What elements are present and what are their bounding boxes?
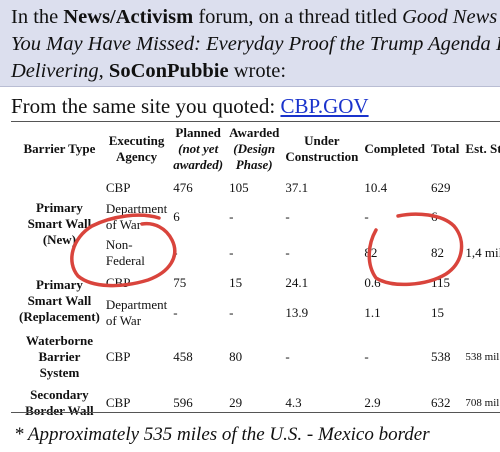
cell-est: 538 mil <box>465 350 500 363</box>
cell-under: - <box>285 245 290 260</box>
cell-est: 708 mil <box>465 396 500 409</box>
cell-awarded: - <box>229 305 234 320</box>
cell-under: - <box>285 209 290 224</box>
cell-est: 1,4 mil <box>465 245 500 260</box>
quote-text: forum, on a thread titled <box>193 6 403 28</box>
header-total: Total <box>431 140 460 156</box>
cell-planned: 476 <box>173 180 193 195</box>
cell-total: 538 <box>431 349 451 364</box>
table-top-rule <box>11 121 500 122</box>
cell-total: 629 <box>431 180 451 195</box>
cell-under: - <box>285 349 290 364</box>
cell-awarded: - <box>229 209 234 224</box>
cell-total: 15 <box>431 305 444 320</box>
cell-completed: 0.6 <box>364 275 381 290</box>
cell-planned: 75 <box>173 275 187 290</box>
cell-planned: - <box>173 305 178 320</box>
cell-under: 37.1 <box>285 180 309 195</box>
cell-planned: - <box>173 245 178 260</box>
cell-planned: 458 <box>173 349 193 364</box>
thread-title-part1[interactable]: Good News <box>402 6 498 28</box>
cell-agency: CBP <box>105 395 131 410</box>
header-planned: Planned (not yet awarded) <box>170 120 226 177</box>
cell-agency: Department of War <box>105 297 168 328</box>
cell-est <box>462 271 500 295</box>
cell-agency: CBP <box>105 180 131 195</box>
cell-completed: 2.9 <box>364 395 381 410</box>
quote-suffix: wrote: <box>228 60 287 82</box>
cell-agency: Non-Federal <box>105 237 145 268</box>
cell-est <box>462 199 500 235</box>
row-type: Waterborne Barrier System <box>25 333 93 380</box>
forum-name[interactable]: News/Activism <box>63 6 194 28</box>
header-barrier-type: Barrier Type <box>23 140 96 156</box>
cell-total: 115 <box>431 275 451 290</box>
source-text: From the same site you quoted: <box>11 94 281 118</box>
quote-header: In the News/Activism forum, on a thread … <box>0 0 500 87</box>
footnote: * Approximately 535 miles of the U.S. - … <box>14 424 430 445</box>
header-row: Barrier Type Executing Agency Planned (no… <box>16 120 500 177</box>
cell-under: 13.9 <box>285 305 309 320</box>
author-name[interactable]: SoConPubbie <box>108 60 229 82</box>
cell-completed: - <box>364 209 369 224</box>
awarded-label: Awarded <box>229 124 280 140</box>
cell-planned: 596 <box>173 395 193 410</box>
header-executing-agency: Executing Agency <box>108 132 165 164</box>
table-row: Primary Smart Wall (Replacement) CBP 75 … <box>16 271 500 324</box>
cell-completed: 10.4 <box>364 180 388 195</box>
table-bottom-rule <box>11 412 500 413</box>
cell-total: 82 <box>431 245 444 260</box>
table-row: Secondary Border Wall CBP 596 29 4.3 2.9… <box>16 383 500 423</box>
cell-awarded: - <box>229 245 234 260</box>
cell-agency: CBP <box>105 349 131 364</box>
source-line: From the same site you quoted: CBP.GOV <box>11 94 369 119</box>
quote-prefix: In the <box>11 6 64 28</box>
cell-agency: CBP <box>105 275 131 290</box>
row-type: Secondary Border Wall <box>25 387 94 418</box>
source-link[interactable]: CBP.GOV <box>280 94 369 118</box>
thread-title-part3[interactable]: Delivering <box>11 60 99 82</box>
row-type: Primary Smart Wall (New) <box>27 200 92 247</box>
cell-planned: 6 <box>173 209 180 224</box>
cell-total: 632 <box>431 395 451 410</box>
row-type: Primary Smart Wall (Replacement) <box>19 277 100 324</box>
cell-est <box>462 295 500 331</box>
cell-agency: Department of War <box>105 201 168 232</box>
cell-total: 6 <box>431 209 438 224</box>
cell-est <box>462 177 500 199</box>
cell-awarded: 80 <box>229 349 243 364</box>
header-under-construction: Under Construction <box>285 132 359 164</box>
barrier-table: Barrier Type Executing Agency Planned (no… <box>16 120 500 423</box>
header-completed: Completed <box>364 140 425 156</box>
cell-under: 4.3 <box>285 395 302 410</box>
planned-label: Planned <box>175 124 221 140</box>
planned-sub: (not yet awarded) <box>173 140 224 172</box>
quote-comma: , <box>98 60 109 82</box>
table-row: Department of War - - 13.9 1.1 15 <box>16 295 500 331</box>
header-awarded: Awarded (Design Phase) <box>226 120 282 177</box>
cell-completed: 1.1 <box>364 305 381 320</box>
cell-awarded: 105 <box>229 180 249 195</box>
cell-awarded: 15 <box>229 275 243 290</box>
header-est-status: Est. Status <box>465 140 500 156</box>
cell-under: 24.1 <box>285 275 309 290</box>
table-row: Primary Smart Wall (New) CBP 476 105 37.… <box>16 177 500 247</box>
awarded-sub: (Design Phase) <box>233 140 276 172</box>
cell-awarded: 29 <box>229 395 243 410</box>
thread-title-part2[interactable]: You May Have Missed: Everyday Proof the … <box>11 33 500 55</box>
table-row: Waterborne Barrier System CBP 458 80 - -… <box>16 331 500 383</box>
cell-completed: - <box>364 349 369 364</box>
cell-completed: 82 <box>364 245 378 260</box>
